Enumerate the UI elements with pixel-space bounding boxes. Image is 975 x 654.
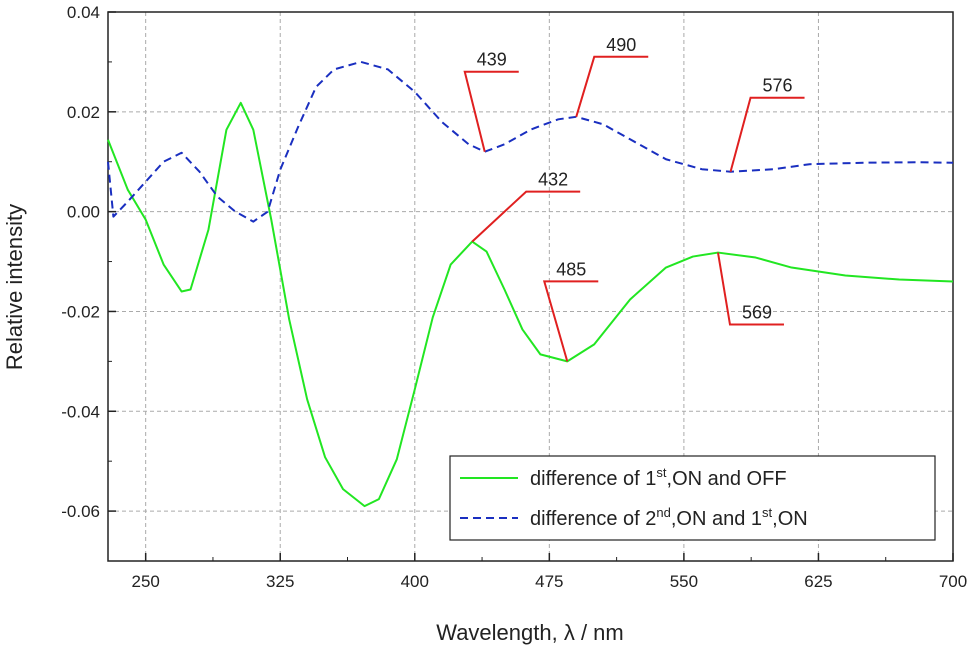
callout-line [729, 96, 805, 172]
x-tick-label: 475 [535, 572, 563, 591]
x-axis-title: Wavelength, λ / nm [436, 620, 623, 645]
annotation-label: 439 [477, 50, 507, 70]
y-tick-label: -0.04 [61, 402, 100, 421]
y-axis-title: Relative intensity [2, 204, 27, 370]
annotation-label: 485 [556, 259, 586, 279]
legend-box [449, 455, 936, 541]
data-line [107, 101, 954, 508]
data-line [107, 60, 954, 223]
x-tick-label: 400 [401, 572, 429, 591]
y-tick-label: -0.02 [61, 302, 100, 321]
annotation-label: 490 [606, 35, 636, 55]
annotation-label: 569 [742, 303, 772, 323]
x-tick-label: 550 [670, 572, 698, 591]
plot-frame [107, 11, 954, 562]
x-tick-label: 700 [939, 572, 967, 591]
callout-line [716, 252, 784, 326]
callout-line [575, 55, 649, 118]
y-tick-label: 0.00 [67, 203, 100, 222]
y-tick-label: -0.06 [61, 502, 100, 521]
legend-label: difference of 1st,ON and OFF [530, 465, 787, 490]
x-tick-label: 250 [131, 572, 159, 591]
annotation-label: 576 [763, 76, 793, 96]
callout-line [542, 280, 599, 362]
x-tick-label: 325 [266, 572, 294, 591]
legend-label: difference of 2nd,ON and 1st,ON [530, 505, 808, 530]
y-tick-label: 0.04 [67, 3, 100, 22]
y-tick-label: 0.02 [67, 103, 100, 122]
callout-line [463, 70, 519, 152]
x-tick-label: 625 [804, 572, 832, 591]
annotation-label: 432 [538, 170, 568, 190]
callout-line [471, 190, 581, 243]
